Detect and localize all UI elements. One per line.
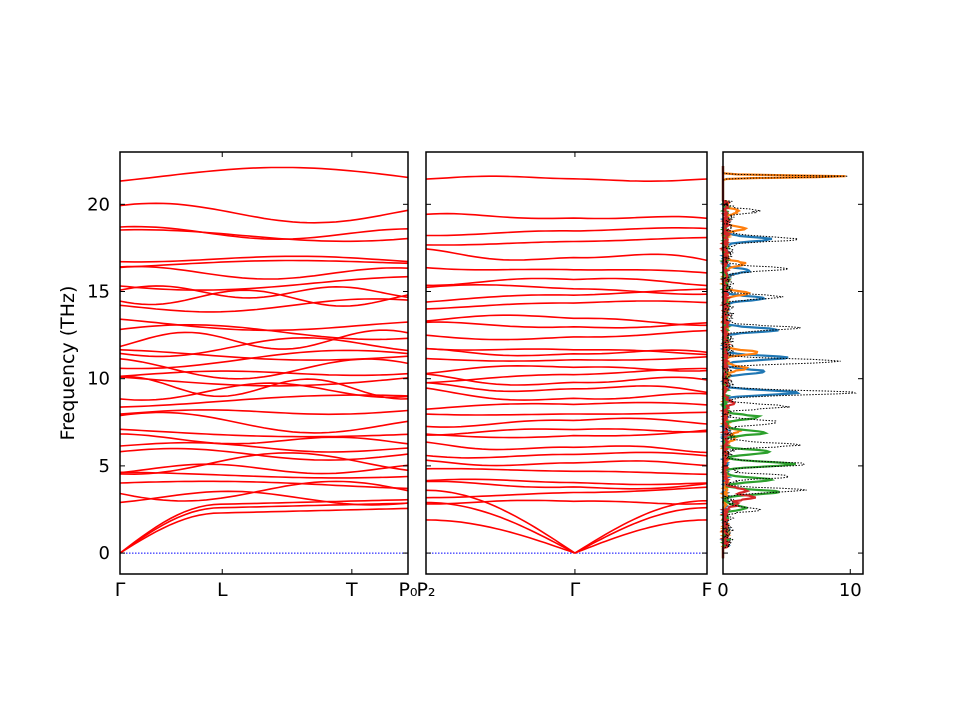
band-line bbox=[119, 166, 409, 182]
band-line bbox=[119, 285, 409, 299]
band-line bbox=[425, 441, 708, 454]
acoustic-branch bbox=[425, 519, 576, 554]
band-panel-2 bbox=[425, 151, 708, 575]
band-panel-1 bbox=[119, 151, 409, 575]
band-line bbox=[425, 347, 708, 356]
band-line bbox=[425, 480, 708, 490]
plot-frame bbox=[119, 151, 409, 575]
band-line bbox=[425, 451, 708, 459]
band-line bbox=[425, 417, 708, 428]
band-line bbox=[425, 300, 708, 310]
band-line bbox=[119, 409, 409, 416]
x-tick-label: L bbox=[217, 579, 228, 601]
band-line bbox=[119, 202, 409, 224]
band-line bbox=[119, 480, 409, 502]
band-line bbox=[119, 289, 409, 307]
band-line bbox=[425, 175, 708, 182]
band-line bbox=[425, 401, 708, 410]
band-line bbox=[119, 324, 409, 341]
band-line bbox=[119, 463, 409, 475]
band-line bbox=[425, 367, 707, 384]
x-tick-label: Γ bbox=[570, 579, 581, 601]
band-line bbox=[119, 411, 409, 434]
x-tick-label: T bbox=[345, 579, 358, 601]
band-line bbox=[119, 394, 409, 408]
band-line bbox=[425, 277, 708, 287]
dos-curve bbox=[718, 166, 757, 559]
band-line bbox=[119, 255, 409, 263]
band-line bbox=[119, 298, 409, 313]
band-line bbox=[425, 329, 708, 341]
x-tick-label: P₀ bbox=[398, 579, 417, 601]
x-tick-label: 0 bbox=[717, 580, 728, 601]
x-tick-label: P₂ bbox=[416, 579, 435, 601]
band-line bbox=[119, 370, 409, 378]
band-line bbox=[119, 428, 409, 438]
band-line bbox=[425, 347, 708, 357]
band-line bbox=[425, 499, 708, 505]
band-line bbox=[425, 459, 708, 467]
acoustic-branch bbox=[119, 507, 409, 554]
x-tick-label: Γ bbox=[115, 579, 126, 601]
y-tick-label: 15 bbox=[87, 282, 110, 303]
band-line bbox=[425, 373, 708, 386]
x-tick-label: 10 bbox=[839, 580, 862, 601]
plot-frame bbox=[425, 151, 708, 575]
band-line bbox=[425, 429, 708, 439]
band-line bbox=[425, 411, 708, 416]
x-tick-label: F bbox=[702, 579, 713, 601]
dos-panel bbox=[718, 151, 864, 575]
y-tick-label: 5 bbox=[99, 456, 110, 477]
band-line bbox=[425, 212, 708, 220]
band-line bbox=[119, 375, 409, 400]
acoustic-branch bbox=[425, 489, 576, 554]
dos-frame bbox=[722, 151, 864, 575]
y-tick-label: 20 bbox=[87, 194, 110, 215]
band-line bbox=[119, 228, 409, 243]
band-line bbox=[426, 227, 708, 237]
band-line bbox=[425, 314, 707, 327]
band-line bbox=[426, 428, 708, 436]
band-line bbox=[425, 321, 708, 329]
band-line bbox=[425, 467, 708, 476]
band-line bbox=[425, 284, 708, 296]
band-line bbox=[119, 329, 409, 350]
acoustic-branch bbox=[119, 502, 409, 554]
band-line bbox=[119, 336, 409, 358]
band-line bbox=[425, 248, 708, 262]
band-line bbox=[119, 433, 409, 445]
band-line bbox=[425, 356, 708, 362]
band-line bbox=[119, 225, 409, 241]
y-axis-label: Frequency (THz) bbox=[57, 286, 79, 441]
band-line bbox=[425, 486, 708, 499]
acoustic-branch bbox=[425, 501, 576, 554]
y-tick-label: 10 bbox=[87, 369, 110, 390]
band-line bbox=[119, 452, 409, 476]
band-line bbox=[119, 480, 409, 490]
band-line bbox=[425, 266, 708, 274]
dos-curve bbox=[721, 166, 857, 559]
band-line bbox=[119, 259, 409, 269]
band-line bbox=[425, 288, 708, 303]
band-line bbox=[119, 447, 409, 461]
band-line bbox=[119, 265, 409, 280]
acoustic-branch bbox=[119, 498, 409, 554]
band-line bbox=[425, 381, 708, 394]
band-line bbox=[425, 236, 708, 246]
band-line bbox=[425, 387, 708, 401]
acoustic-branch bbox=[574, 500, 707, 554]
band-line bbox=[119, 376, 409, 387]
band-line bbox=[425, 478, 708, 486]
acoustic-branch bbox=[574, 506, 708, 554]
band-line bbox=[119, 471, 409, 479]
acoustic-branch bbox=[574, 519, 708, 554]
band-line bbox=[119, 441, 409, 453]
band-line bbox=[119, 358, 409, 380]
y-tick-label: 0 bbox=[99, 543, 110, 564]
band-line bbox=[119, 275, 409, 291]
